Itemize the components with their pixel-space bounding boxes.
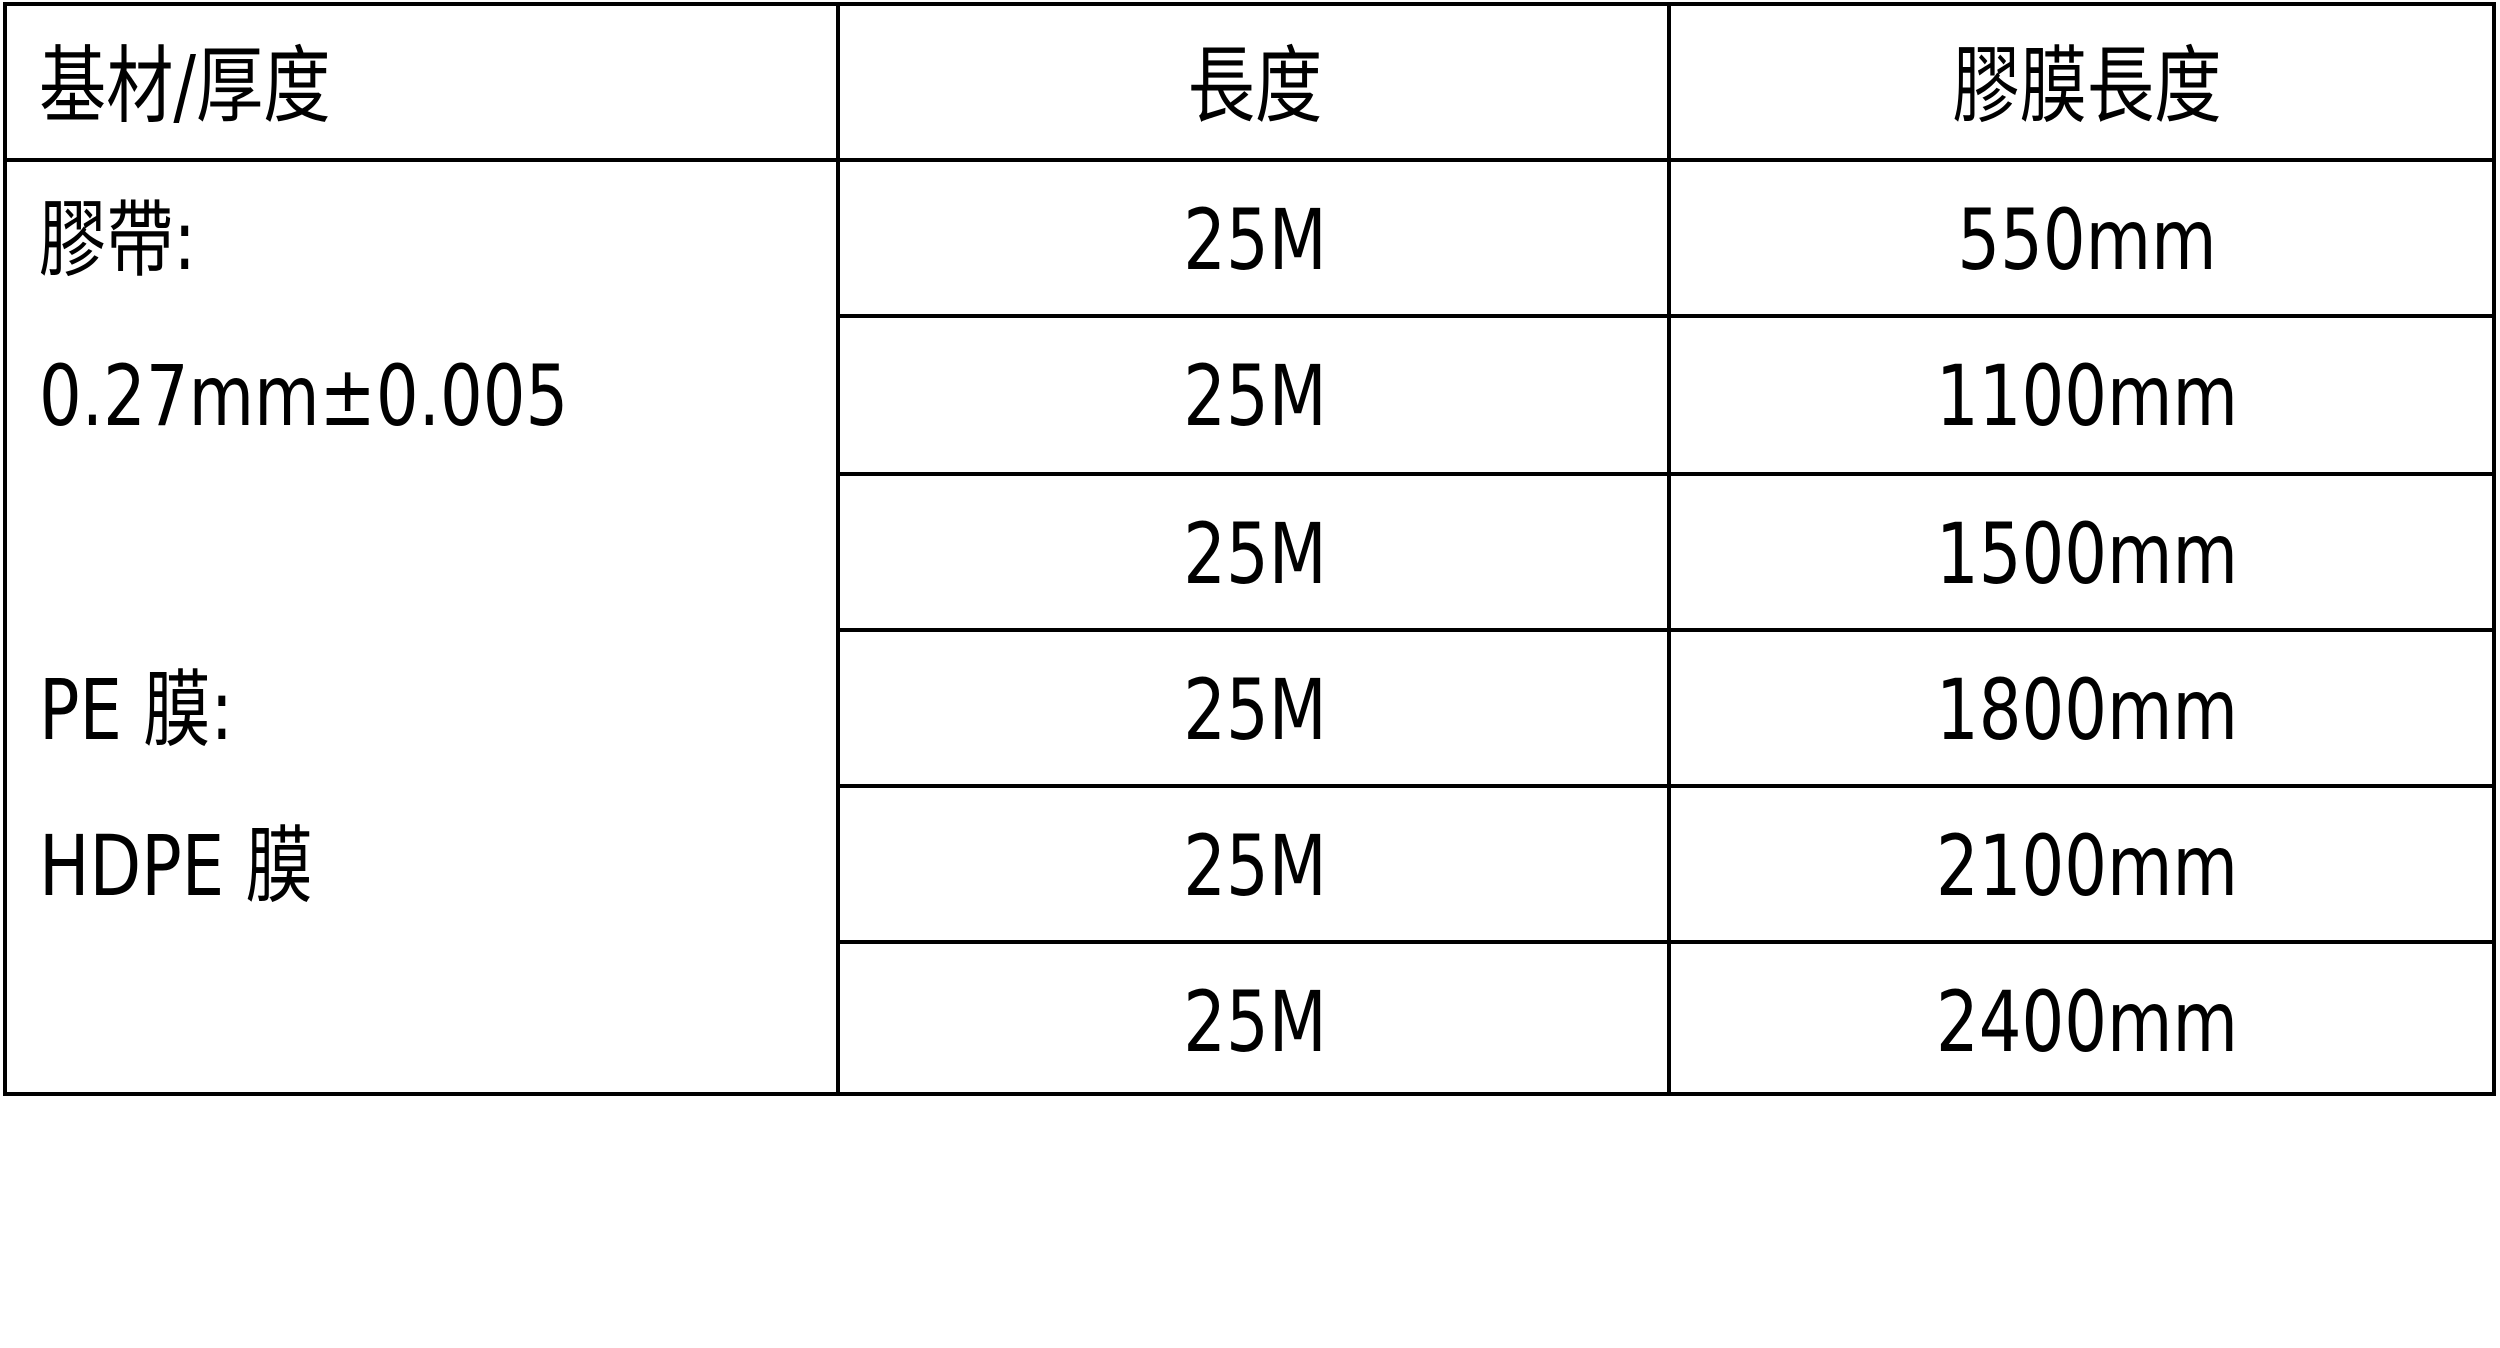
row-film-length: 550mm xyxy=(1957,191,2217,289)
header-film-length: 膠膜長度 xyxy=(1952,37,2222,135)
row-film-length: 2100mm xyxy=(1936,817,2238,915)
header-divider xyxy=(7,158,2492,162)
row-length: 25M xyxy=(1183,505,1327,603)
row-divider xyxy=(840,628,2492,632)
header-material-thickness: 基材/厚度 xyxy=(39,37,331,135)
row-divider xyxy=(840,784,2492,788)
material-hdpe-label: HDPE 膜 xyxy=(39,817,313,915)
row-film-length: 1100mm xyxy=(1936,347,2238,445)
row-divider xyxy=(840,314,2492,318)
row-divider xyxy=(840,472,2492,476)
row-length: 25M xyxy=(1183,191,1327,289)
header-length: 長度 xyxy=(1187,37,1323,135)
spec-table: 基材/厚度 長度 膠膜長度 膠帶: 0.27mm±0.005 PE 膜: HDP… xyxy=(3,2,2496,1096)
material-tape-label: 膠帶: xyxy=(39,191,197,289)
material-tape-thickness: 0.27mm±0.005 xyxy=(39,347,569,445)
column-divider xyxy=(1667,6,1671,1092)
column-divider xyxy=(836,6,840,1092)
row-length: 25M xyxy=(1183,661,1327,759)
material-pe-label: PE 膜: xyxy=(39,661,234,759)
row-length: 25M xyxy=(1183,973,1327,1071)
row-film-length: 1800mm xyxy=(1936,661,2238,759)
row-length: 25M xyxy=(1183,817,1327,915)
row-film-length: 1500mm xyxy=(1936,505,2238,603)
row-film-length: 2400mm xyxy=(1936,973,2238,1071)
row-divider xyxy=(840,940,2492,944)
row-length: 25M xyxy=(1183,347,1327,445)
